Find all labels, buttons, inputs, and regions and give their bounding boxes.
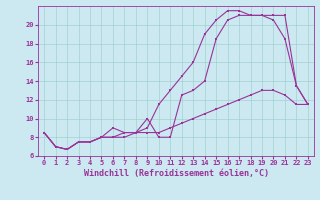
X-axis label: Windchill (Refroidissement éolien,°C): Windchill (Refroidissement éolien,°C) xyxy=(84,169,268,178)
